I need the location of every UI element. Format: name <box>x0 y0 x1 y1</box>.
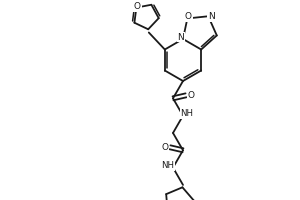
Text: O: O <box>185 12 192 21</box>
Text: N: N <box>208 12 214 21</box>
Text: O: O <box>161 143 169 152</box>
Text: NH: NH <box>181 109 194 118</box>
Text: O: O <box>188 91 194 100</box>
Text: NH: NH <box>161 161 175 170</box>
Text: O: O <box>134 2 141 11</box>
Text: N: N <box>178 32 184 42</box>
